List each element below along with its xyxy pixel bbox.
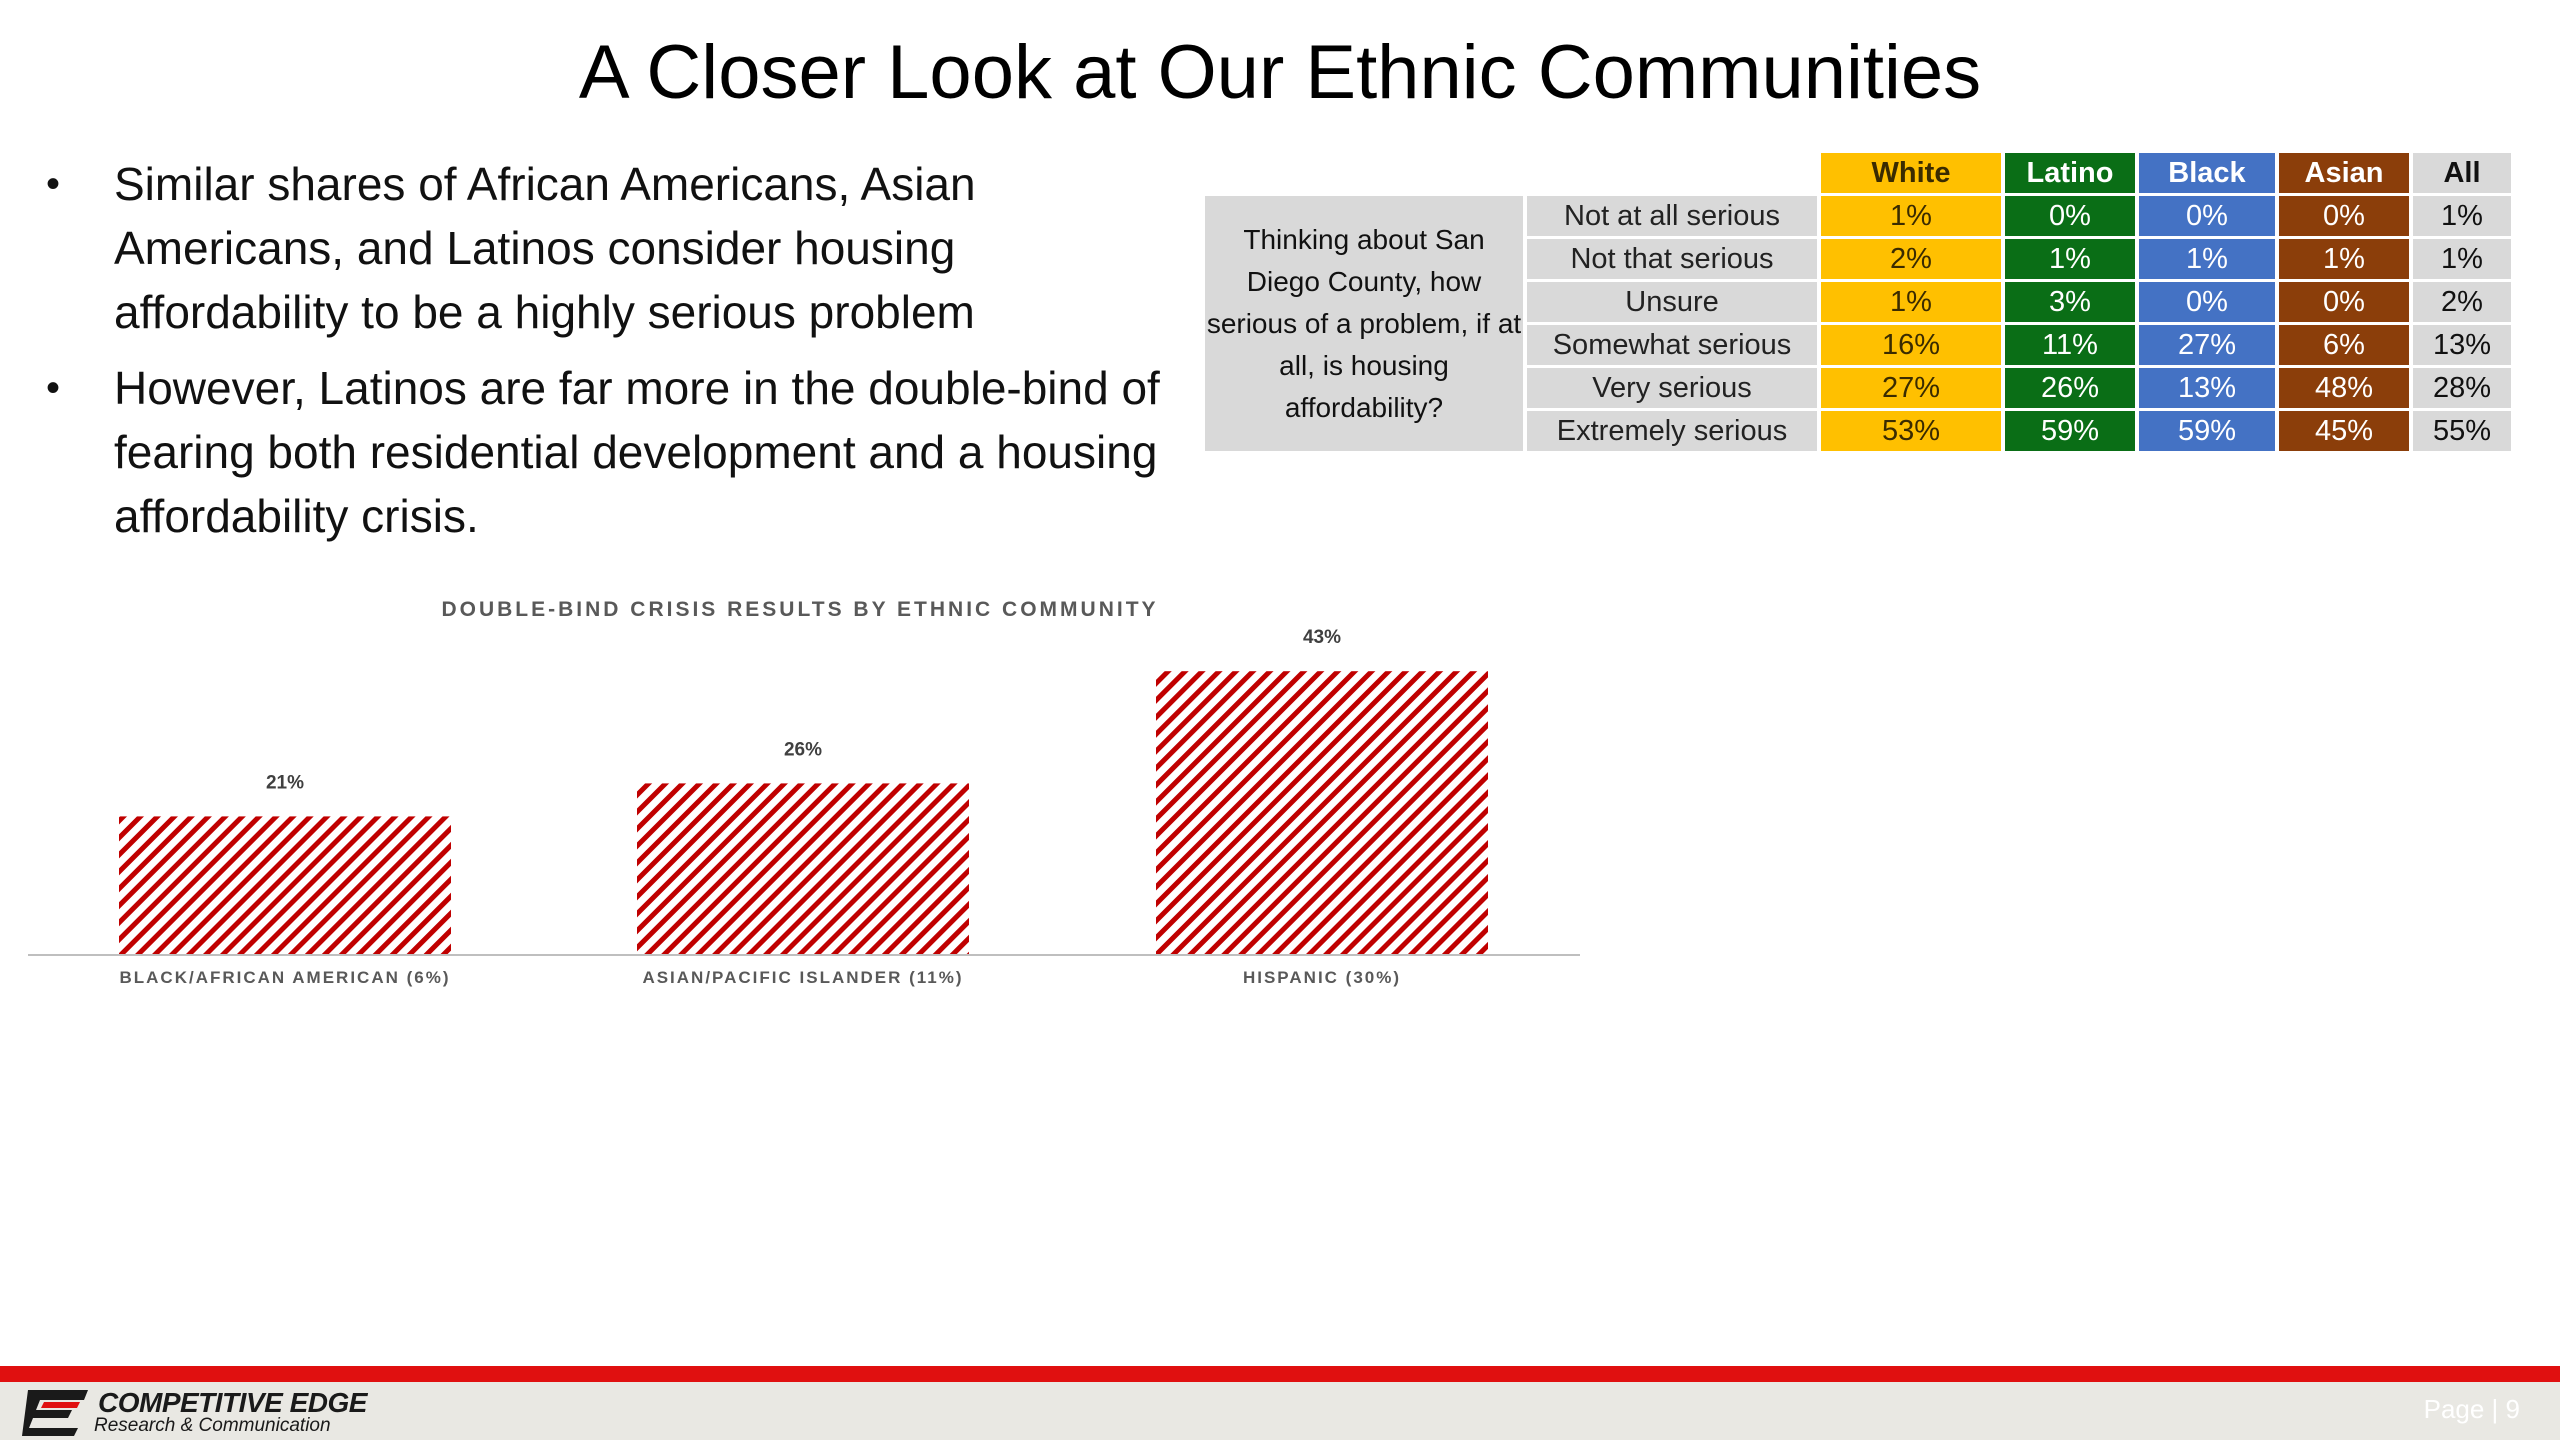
table-row: Not that serious 2% 1% 1% 1% 1% (1205, 239, 2511, 279)
cell-latino: 1% (2005, 239, 2135, 279)
bullet-item: • Similar shares of African Americans, As… (40, 152, 1190, 344)
cell-black: 27% (2139, 325, 2275, 365)
footer-accent-bar (0, 1366, 2560, 1382)
brand-name: COMPETITIVE EDGE (98, 1387, 367, 1418)
cell-black: 0% (2139, 282, 2275, 322)
table-corner-blank (1205, 153, 1523, 193)
bullet-item: • However, Latinos are far more in the do… (40, 356, 1190, 548)
cell-white: 27% (1821, 368, 2001, 408)
cell-all: 1% (2413, 196, 2511, 236)
table-row: Thinking about San Diego County, how ser… (1205, 196, 2511, 451)
table-row: Somewhat serious 16% 11% 27% 6% 13% (1205, 325, 2511, 365)
page-number: Page | 9 (2423, 1394, 2520, 1424)
category-label: HISPANIC (30%) (1243, 968, 1401, 987)
bullet-text: Similar shares of African Americans, Asi… (114, 158, 976, 338)
row-label: Extremely serious (1527, 411, 1817, 451)
cell-asian: 1% (2279, 239, 2409, 279)
row-label: Not that serious (1527, 239, 1817, 279)
cell-black: 59% (2139, 411, 2275, 451)
bullet-text: However, Latinos are far more in the dou… (114, 362, 1160, 542)
table-row: Very serious 27% 26% 13% 48% 28% (1205, 368, 2511, 408)
cell-white: 2% (1821, 239, 2001, 279)
cell-black: 13% (2139, 368, 2275, 408)
cell-asian: 45% (2279, 411, 2409, 451)
survey-table: White Latino Black Asian All Thinking ab… (1201, 150, 2515, 454)
cell-all: 55% (2413, 411, 2511, 451)
column-header-all: All (2413, 153, 2511, 193)
bullet-list: • Similar shares of African Americans, As… (40, 152, 1190, 560)
cell-all: 28% (2413, 368, 2511, 408)
column-header-asian: Asian (2279, 153, 2409, 193)
table-row: Extremely serious 53% 59% 59% 45% 55% (1205, 411, 2511, 451)
cell-latino: 59% (2005, 411, 2135, 451)
cell-asian: 0% (2279, 282, 2409, 322)
cell-all: 2% (2413, 282, 2511, 322)
cell-white: 1% (1821, 282, 2001, 322)
footer (0, 1382, 2560, 1440)
category-label: ASIAN/PACIFIC ISLANDER (11%) (642, 968, 963, 987)
bullet-dot: • (46, 366, 61, 410)
cell-white: 1% (1821, 196, 2001, 236)
row-label: Unsure (1527, 282, 1817, 322)
column-header-latino: Latino (2005, 153, 2135, 193)
bar-3 (1156, 671, 1488, 955)
slide-title: A Closer Look at Our Ethnic Communities (578, 30, 1982, 115)
bar-1 (119, 816, 451, 955)
table-header-row: White Latino Black Asian All (1205, 153, 2511, 193)
column-header-white: White (1821, 153, 2001, 193)
bar-data-label: 21% (266, 772, 304, 793)
chart-category-labels: BLACK/AFRICAN AMERICAN (6%) ASIAN/PACIFIC… (119, 968, 1401, 987)
cell-asian: 0% (2279, 196, 2409, 236)
cell-black: 0% (2139, 196, 2275, 236)
cell-latino: 3% (2005, 282, 2135, 322)
row-label: Somewhat serious (1527, 325, 1817, 365)
row-label: Very serious (1527, 368, 1817, 408)
cell-black: 1% (2139, 239, 2275, 279)
bullet-dot: • (46, 162, 61, 206)
cell-asian: 48% (2279, 368, 2409, 408)
table-corner-blank (1527, 153, 1817, 193)
bar-chart: 21% 26% 43% BLACK/AFRICAN AMERICAN (6%) ASI… (28, 627, 1580, 987)
bar-data-label: 26% (784, 739, 822, 760)
bar-2 (637, 783, 969, 955)
cell-asian: 6% (2279, 325, 2409, 365)
row-label: Not at all serious (1527, 196, 1817, 236)
column-header-black: Black (2139, 153, 2275, 193)
cell-all: 13% (2413, 325, 2511, 365)
brand-tagline: Research & Communication (94, 1415, 331, 1436)
cell-all: 1% (2413, 239, 2511, 279)
cell-latino: 0% (2005, 196, 2135, 236)
chart-title: DOUBLE-BIND CRISIS RESULTS BY ETHNIC COM… (441, 598, 1159, 621)
chart-bars: 21% 26% 43% (119, 627, 1488, 955)
competitive-edge-logo-icon (22, 1390, 88, 1436)
cell-latino: 11% (2005, 325, 2135, 365)
cell-white: 53% (1821, 411, 2001, 451)
bar-data-label: 43% (1303, 627, 1341, 648)
cell-latino: 26% (2005, 368, 2135, 408)
category-label: BLACK/AFRICAN AMERICAN (6%) (119, 968, 450, 987)
table-row: Unsure 1% 3% 0% 0% 2% (1205, 282, 2511, 322)
survey-question: Thinking about San Diego County, how ser… (1205, 196, 1523, 451)
cell-white: 16% (1821, 325, 2001, 365)
